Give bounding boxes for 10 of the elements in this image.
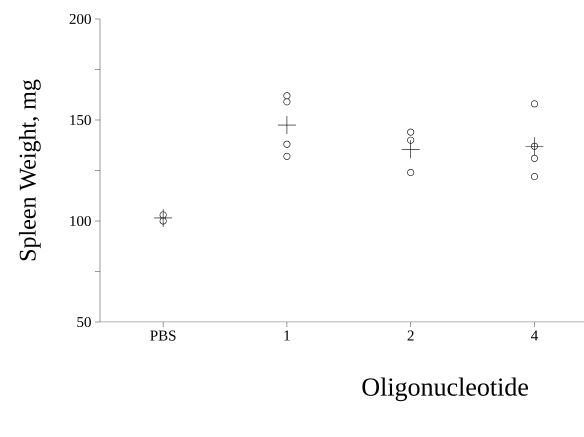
y-tick-label: 200 <box>70 14 91 24</box>
x-tick-label: 4 <box>531 330 538 340</box>
y-tick-label: 50 <box>77 316 91 328</box>
x-tick-label: 1 <box>284 330 290 340</box>
y-axis-title: Spleen Weight, mg <box>18 80 41 260</box>
y-tick-label: 150 <box>70 114 91 126</box>
x-tick-label: PBS <box>150 330 176 341</box>
x-tick-label: 2 <box>408 330 414 340</box>
y-tick-label: 100 <box>70 216 91 226</box>
x-axis-title: Oligonucleotide <box>362 378 528 402</box>
